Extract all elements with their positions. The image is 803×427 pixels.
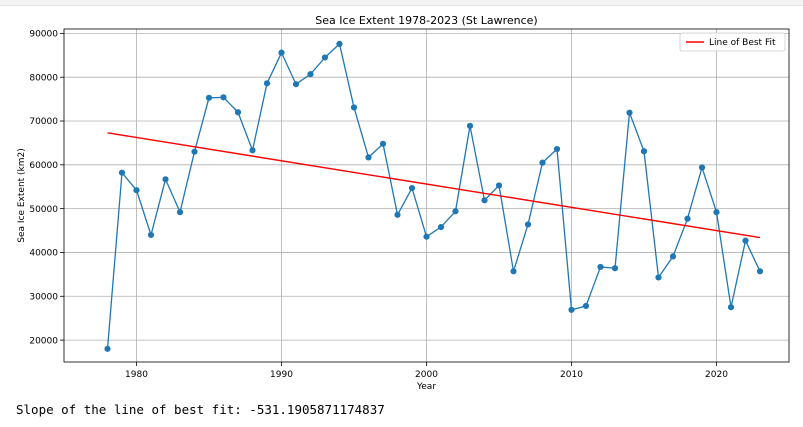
data-point (553, 145, 561, 153)
x-tick-label: 1990 (270, 370, 293, 380)
y-tick-label: 50000 (29, 205, 58, 215)
data-point (727, 304, 735, 311)
data-point (133, 187, 140, 194)
legend-label: Line of Best Fit (709, 38, 776, 48)
x-tick-label: 2010 (560, 370, 583, 380)
data-point (205, 94, 213, 101)
slope-output-text: Slope of the line of best fit: -531.1905… (16, 402, 385, 417)
data-point (510, 268, 517, 275)
y-tick-label: 70000 (29, 117, 58, 127)
x-tick-label: 1980 (125, 370, 148, 380)
chart-title: Sea Ice Extent 1978-2023 (St Lawrence) (315, 14, 537, 27)
sea-ice-series-line (106, 42, 761, 349)
data-point (539, 159, 546, 166)
data-point (611, 265, 619, 272)
data-point (655, 274, 662, 281)
data-point (220, 94, 227, 101)
x-tick-label: 2000 (415, 370, 438, 380)
legend-box (679, 32, 786, 52)
y-tick-label: 60000 (29, 161, 58, 171)
y-tick-label: 80000 (29, 73, 58, 83)
data-point (640, 148, 648, 155)
sea-ice-chart: 1980 1990 2000 2010 2020 20000 30000 40000 50000… (17, 14, 790, 392)
data-point (394, 211, 401, 218)
data-point (278, 49, 285, 56)
data-point (263, 80, 271, 87)
data-point (452, 208, 459, 215)
y-axis-label: Sea Ice Extent (km2) (17, 148, 27, 243)
y-tick-label: 90000 (29, 30, 58, 40)
data-point (350, 104, 358, 111)
data-point (437, 223, 445, 231)
data-point (582, 302, 590, 310)
data-point (147, 231, 155, 239)
data-point (307, 71, 314, 78)
data-point (118, 169, 126, 176)
data-point (756, 268, 764, 275)
data-point (249, 147, 256, 154)
data-point (568, 306, 575, 313)
data-point (176, 209, 184, 216)
data-point (234, 109, 242, 116)
x-axis-label: Year (416, 382, 436, 392)
data-point (669, 253, 677, 260)
data-point (698, 164, 706, 171)
data-point (524, 221, 532, 228)
data-point (684, 215, 691, 222)
data-point (365, 154, 372, 161)
data-point (104, 345, 111, 352)
y-tick-label: 30000 (29, 292, 58, 302)
data-point (162, 176, 169, 183)
data-point (191, 148, 198, 155)
data-point (481, 197, 488, 204)
data-point (321, 54, 329, 61)
y-tick-label: 40000 (29, 249, 58, 259)
data-point (408, 184, 416, 192)
plot-frame (63, 28, 790, 363)
data-point (292, 81, 300, 88)
data-point (336, 40, 343, 47)
data-point (626, 109, 633, 116)
best-fit-line (107, 132, 761, 239)
y-tick-label: 20000 (29, 336, 58, 346)
data-point (713, 209, 720, 216)
data-point (423, 233, 430, 240)
x-tick-label: 2020 (705, 370, 728, 380)
data-point (495, 182, 503, 189)
data-point (742, 237, 749, 244)
data-point (466, 122, 474, 129)
data-point (597, 263, 604, 271)
data-point (379, 140, 387, 147)
cell-top-border (0, 0, 803, 6)
